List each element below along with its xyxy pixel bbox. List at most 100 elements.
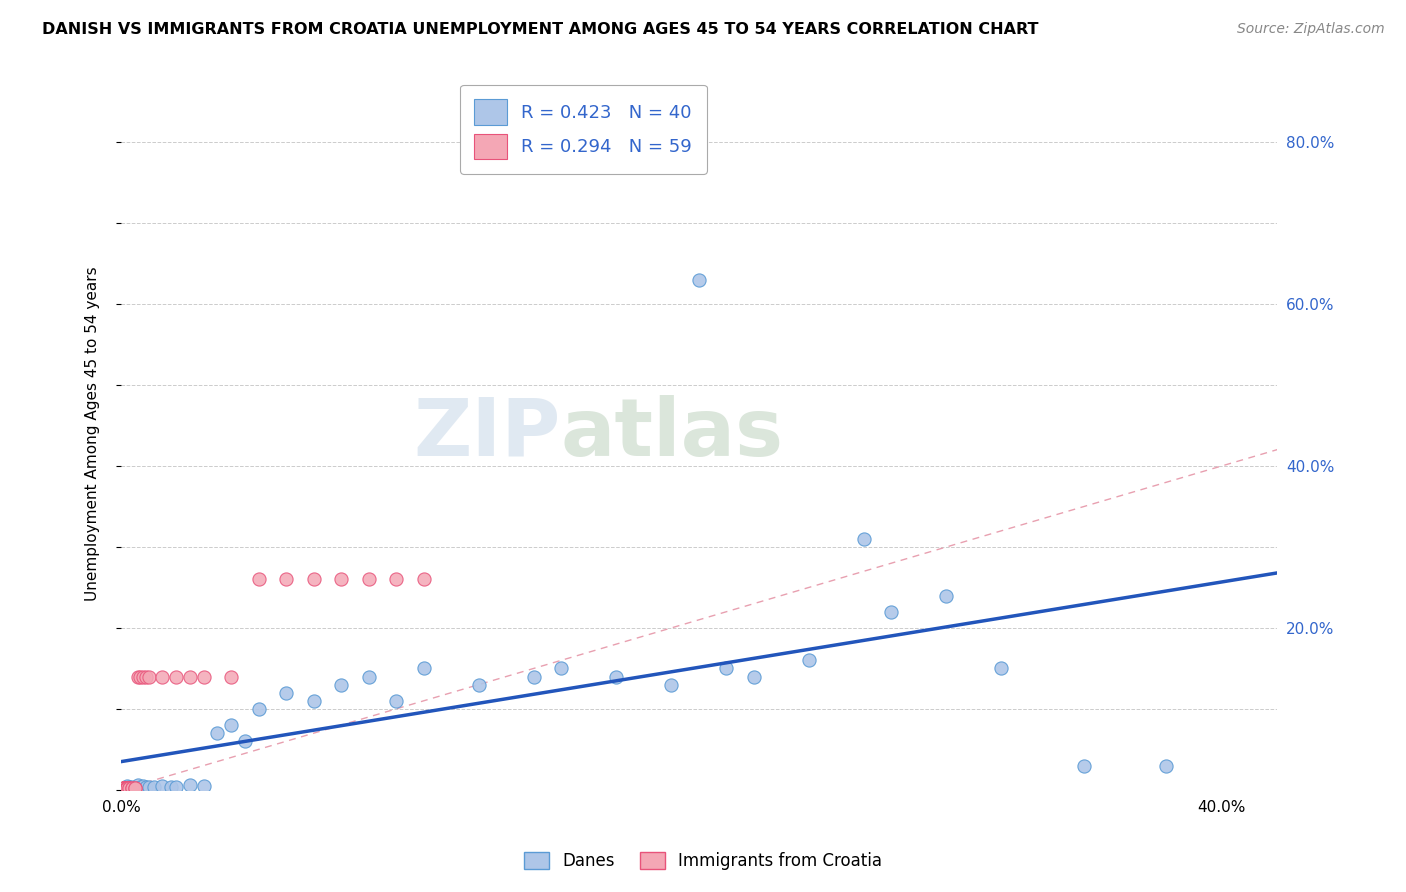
Text: ZIP: ZIP — [413, 394, 560, 473]
Point — [659, 677, 682, 691]
Point — [124, 781, 146, 796]
Point — [112, 781, 135, 796]
Point — [357, 669, 380, 683]
Point — [112, 781, 135, 796]
Text: atlas: atlas — [560, 394, 783, 473]
Point — [247, 702, 270, 716]
Text: DANISH VS IMMIGRANTS FROM CROATIA UNEMPLOYMENT AMONG AGES 45 TO 54 YEARS CORRELA: DANISH VS IMMIGRANTS FROM CROATIA UNEMPL… — [42, 22, 1039, 37]
Point — [112, 781, 135, 796]
Point — [385, 573, 408, 587]
Legend: R = 0.423   N = 40, R = 0.294   N = 59: R = 0.423 N = 40, R = 0.294 N = 59 — [460, 85, 707, 174]
Legend: Danes, Immigrants from Croatia: Danes, Immigrants from Croatia — [517, 845, 889, 877]
Point — [112, 781, 135, 796]
Point — [112, 781, 135, 796]
Point — [115, 781, 138, 796]
Point — [852, 532, 875, 546]
Point — [112, 781, 135, 796]
Point — [193, 669, 215, 683]
Point — [112, 781, 135, 796]
Point — [935, 589, 957, 603]
Point — [112, 781, 135, 796]
Point — [1156, 758, 1178, 772]
Point — [112, 781, 135, 796]
Point — [219, 718, 242, 732]
Point — [115, 779, 138, 793]
Point — [276, 573, 298, 587]
Point — [112, 781, 135, 796]
Point — [118, 780, 141, 795]
Point — [124, 781, 146, 796]
Point — [129, 780, 152, 795]
Point — [118, 781, 141, 796]
Point — [688, 273, 710, 287]
Point — [523, 669, 546, 683]
Point — [247, 573, 270, 587]
Point — [112, 781, 135, 796]
Point — [159, 780, 181, 794]
Point — [112, 781, 135, 796]
Point — [152, 669, 174, 683]
Point — [127, 669, 149, 683]
Text: Source: ZipAtlas.com: Source: ZipAtlas.com — [1237, 22, 1385, 37]
Point — [468, 677, 491, 691]
Point — [115, 781, 138, 796]
Point — [132, 669, 155, 683]
Point — [112, 781, 135, 796]
Y-axis label: Unemployment Among Ages 45 to 54 years: Unemployment Among Ages 45 to 54 years — [86, 267, 100, 601]
Point — [179, 778, 201, 792]
Point — [385, 694, 408, 708]
Point — [138, 780, 160, 795]
Point — [115, 781, 138, 796]
Point — [550, 661, 572, 675]
Point — [605, 669, 627, 683]
Point — [112, 781, 135, 796]
Point — [112, 781, 135, 796]
Point — [112, 781, 135, 796]
Point — [193, 779, 215, 793]
Point — [412, 573, 434, 587]
Point — [112, 781, 135, 796]
Point — [207, 726, 229, 740]
Point — [880, 605, 903, 619]
Point — [330, 573, 353, 587]
Point — [152, 779, 174, 793]
Point — [112, 781, 135, 796]
Point — [179, 669, 201, 683]
Point — [1073, 758, 1095, 772]
Point — [165, 780, 187, 795]
Point — [121, 780, 143, 794]
Point — [412, 661, 434, 675]
Point — [742, 669, 765, 683]
Point — [115, 781, 138, 796]
Point — [219, 669, 242, 683]
Point — [112, 781, 135, 796]
Point — [112, 781, 135, 796]
Point — [115, 781, 138, 796]
Point — [135, 780, 157, 794]
Point — [138, 669, 160, 683]
Point — [797, 653, 820, 667]
Point — [121, 781, 143, 796]
Point — [129, 669, 152, 683]
Point — [132, 779, 155, 793]
Point — [112, 781, 135, 796]
Point — [233, 734, 256, 748]
Point — [112, 781, 135, 796]
Point — [115, 781, 138, 796]
Point — [302, 694, 325, 708]
Point — [165, 669, 187, 683]
Point — [990, 661, 1012, 675]
Point — [115, 781, 138, 796]
Point — [716, 661, 738, 675]
Point — [112, 781, 135, 796]
Point — [112, 781, 135, 796]
Point — [112, 781, 135, 796]
Point — [112, 781, 135, 796]
Point — [115, 781, 138, 796]
Point — [124, 781, 146, 796]
Point — [112, 781, 135, 796]
Point — [121, 781, 143, 796]
Point — [330, 677, 353, 691]
Point — [302, 573, 325, 587]
Point — [276, 686, 298, 700]
